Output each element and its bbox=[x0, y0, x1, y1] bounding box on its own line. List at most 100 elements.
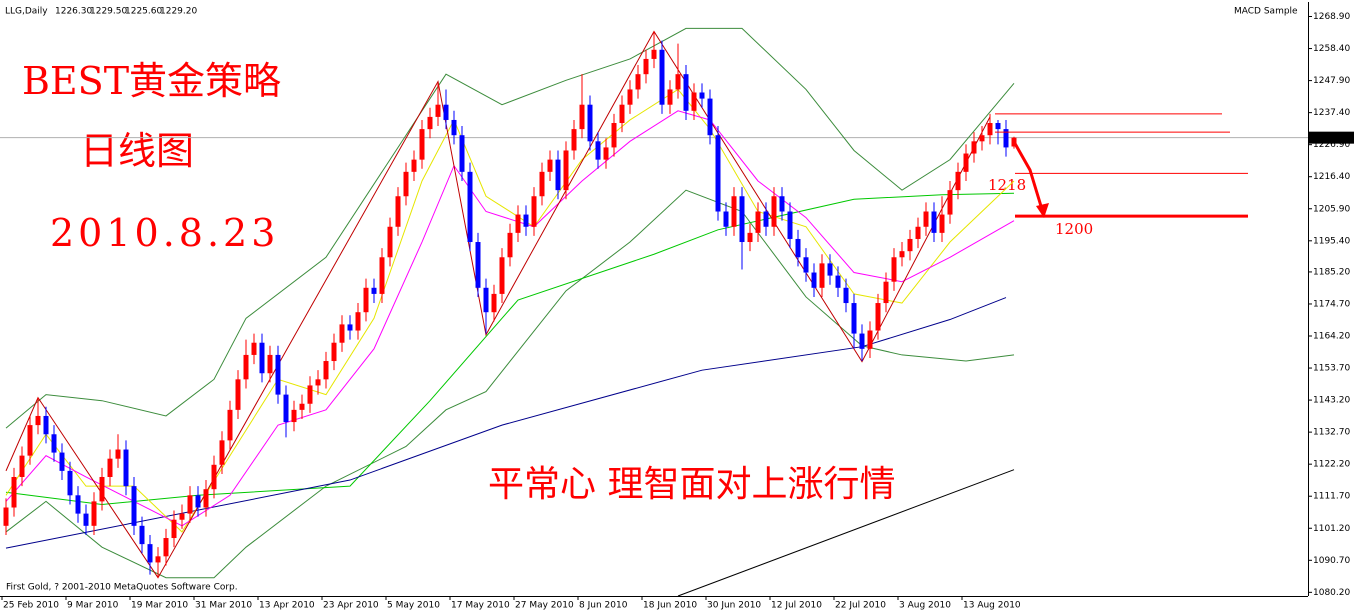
candle-body bbox=[611, 123, 617, 148]
candle-body bbox=[531, 196, 537, 227]
candle-body bbox=[699, 92, 705, 99]
candle-body bbox=[771, 196, 777, 227]
candle-body bbox=[643, 58, 649, 75]
y-tick-label: 1216.40 bbox=[1313, 172, 1350, 182]
candle-body bbox=[787, 211, 793, 239]
candle-body bbox=[227, 409, 233, 441]
y-tick-label: 1101.20 bbox=[1313, 524, 1350, 534]
candle-body bbox=[587, 104, 593, 142]
candle-body bbox=[475, 242, 481, 288]
header-value: 1225.60 bbox=[125, 7, 162, 17]
candle-body bbox=[539, 171, 545, 197]
annotation-date: 2010.8.23 bbox=[50, 211, 279, 255]
candle-body bbox=[219, 440, 225, 465]
candle-body bbox=[979, 135, 985, 142]
candle-body bbox=[283, 394, 289, 423]
candle-body bbox=[915, 226, 921, 239]
y-tick-label: 1174.70 bbox=[1313, 299, 1350, 309]
candle-body bbox=[19, 455, 25, 477]
candle-body bbox=[323, 361, 329, 380]
candle-body bbox=[155, 556, 161, 563]
candle-body bbox=[131, 486, 137, 526]
candle-body bbox=[67, 470, 73, 496]
x-tick-label: 19 Mar 2010 bbox=[131, 601, 188, 611]
annotation-slogan: 平常心 理智面对上涨行情 bbox=[488, 464, 895, 505]
candle-body bbox=[1011, 137, 1017, 147]
candle-body bbox=[747, 232, 753, 243]
candle-body bbox=[51, 434, 57, 453]
candle-body bbox=[939, 214, 945, 233]
indicator-line bbox=[5, 27, 1015, 429]
candle-body bbox=[675, 74, 681, 90]
x-tick-label: 17 May 2010 bbox=[451, 601, 510, 611]
y-tick-label: 1153.70 bbox=[1313, 364, 1350, 374]
x-tick-label: 8 Jun 2010 bbox=[579, 601, 628, 611]
x-tick-label: 12 Jul 2010 bbox=[771, 601, 822, 611]
candle-body bbox=[363, 287, 369, 313]
candle-body bbox=[723, 211, 729, 227]
indicator-line bbox=[5, 30, 991, 579]
candle-body bbox=[387, 226, 393, 258]
candle-body bbox=[923, 211, 929, 227]
candle-body bbox=[875, 303, 881, 331]
candle-body bbox=[203, 489, 209, 508]
candle-body bbox=[515, 214, 521, 233]
candle-body bbox=[683, 74, 689, 111]
indicator-line bbox=[5, 88, 1015, 533]
candle-body bbox=[163, 538, 169, 557]
candle-body bbox=[555, 159, 561, 191]
y-tick-label: 1247.90 bbox=[1313, 76, 1350, 86]
copyright: First Gold, ? 2001-2010 MetaQuotes Softw… bbox=[6, 583, 238, 593]
x-tick-label: 5 May 2010 bbox=[387, 601, 440, 611]
candle-body bbox=[595, 141, 601, 160]
candle-body bbox=[83, 513, 89, 526]
y-tick-label: 1258.40 bbox=[1313, 44, 1350, 54]
candle-body bbox=[59, 452, 65, 471]
y-tick-label: 1122.20 bbox=[1313, 460, 1350, 470]
candle-body bbox=[899, 251, 905, 258]
candle-body bbox=[331, 342, 337, 362]
candle-body bbox=[187, 495, 193, 514]
candle-body bbox=[563, 150, 569, 191]
candle-body bbox=[931, 211, 937, 233]
candle-body bbox=[803, 257, 809, 273]
candle-body bbox=[355, 312, 361, 331]
candle-body bbox=[427, 116, 433, 130]
x-tick-label: 25 Feb 2010 bbox=[3, 601, 59, 611]
indicator-line bbox=[5, 297, 1007, 549]
candle-body bbox=[275, 354, 281, 395]
candle-body bbox=[171, 519, 177, 539]
indicator-line bbox=[5, 110, 1015, 527]
indicator-line bbox=[5, 192, 1015, 505]
header-value: 1229.50 bbox=[90, 7, 127, 17]
candle-body bbox=[835, 275, 841, 288]
candle-body bbox=[379, 257, 385, 294]
candle-body bbox=[371, 287, 377, 294]
candle-body bbox=[995, 123, 1001, 130]
candle-body bbox=[619, 104, 625, 124]
candle-body bbox=[347, 324, 353, 331]
candle-body bbox=[811, 272, 817, 288]
candle-body bbox=[459, 135, 465, 172]
y-tick-label: 1111.70 bbox=[1313, 492, 1350, 502]
candle-body bbox=[859, 333, 865, 349]
candle-body bbox=[147, 544, 153, 563]
candle-body bbox=[603, 147, 609, 160]
candle-body bbox=[579, 104, 585, 130]
candle-body bbox=[779, 196, 785, 212]
current-price-label: 1229.20 bbox=[1313, 133, 1350, 143]
candle-body bbox=[507, 232, 513, 258]
candle-body bbox=[27, 425, 33, 456]
y-tick-label: 1205.90 bbox=[1313, 204, 1350, 214]
candle-body bbox=[123, 449, 129, 487]
candle-body bbox=[99, 476, 105, 502]
y-tick-label: 1268.90 bbox=[1313, 12, 1350, 22]
annotation-level: 1218 bbox=[988, 176, 1026, 194]
header-value: 1226.30 bbox=[55, 7, 92, 17]
candle-body bbox=[891, 257, 897, 282]
candle-body bbox=[523, 214, 529, 227]
candle-body bbox=[267, 354, 273, 374]
candle-body bbox=[43, 415, 49, 435]
x-tick-label: 30 Jun 2010 bbox=[707, 601, 761, 611]
